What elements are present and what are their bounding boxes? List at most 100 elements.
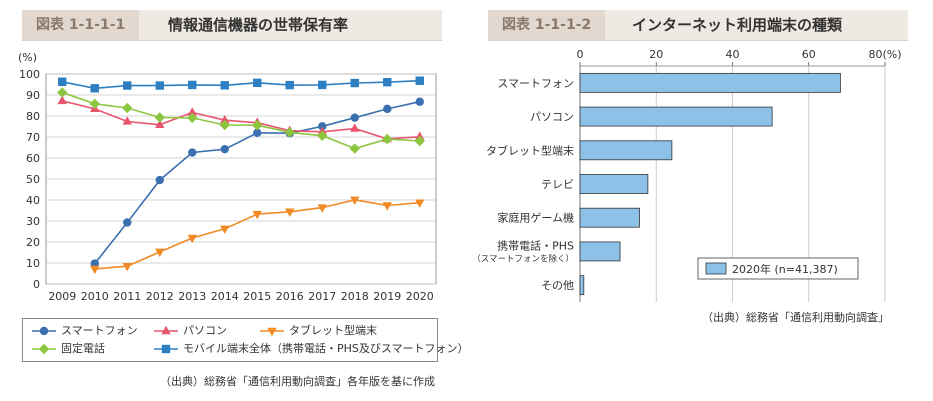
bar-4 bbox=[579, 207, 640, 228]
y-tick-label: 70 bbox=[26, 131, 40, 144]
x-tick-label: 60 bbox=[802, 48, 816, 61]
series-line-1 bbox=[62, 100, 420, 140]
x-tick-label: 2013 bbox=[178, 290, 206, 303]
bar-5 bbox=[579, 241, 621, 262]
data-point-series-2 bbox=[317, 204, 327, 213]
data-point-series-3 bbox=[252, 120, 263, 131]
legend-swatch bbox=[32, 343, 56, 355]
data-point-series-3 bbox=[122, 102, 133, 114]
data-point-series-1 bbox=[220, 115, 230, 124]
right-source-note: （出典）総務省「通信利用動向調査」 bbox=[702, 311, 889, 324]
category-label: タブレット型端末 bbox=[486, 143, 574, 157]
data-point-series-3 bbox=[382, 133, 393, 145]
data-point-series-4 bbox=[318, 80, 327, 90]
bar-1 bbox=[579, 106, 773, 127]
category-label: その他 bbox=[541, 279, 574, 292]
data-point-series-0 bbox=[318, 122, 327, 131]
x-tick-label: 2010 bbox=[81, 290, 109, 303]
data-point-series-3 bbox=[89, 98, 100, 110]
legend-label: 固定電話 bbox=[61, 342, 105, 355]
data-point-series-3 bbox=[219, 119, 230, 131]
bar-0 bbox=[579, 72, 841, 93]
category-sublabel: （スマートフォンを除く） bbox=[472, 253, 574, 264]
data-point-series-2 bbox=[122, 262, 132, 272]
y-tick-label: 80 bbox=[26, 110, 40, 123]
data-point-series-4 bbox=[123, 81, 132, 90]
legend-label: パソコン bbox=[183, 324, 227, 337]
data-point-series-0 bbox=[155, 175, 164, 185]
category-label: パソコン bbox=[530, 111, 574, 124]
x-tick-label: 2012 bbox=[146, 290, 174, 303]
series-line-4 bbox=[62, 79, 420, 90]
x-tick-label: 2009 bbox=[48, 290, 76, 303]
data-point-series-2 bbox=[382, 202, 392, 211]
data-point-series-1 bbox=[187, 107, 197, 116]
left-figure-number: 図表 1-1-1-1 bbox=[22, 10, 140, 40]
legend-marker bbox=[39, 326, 49, 336]
x-tick-label: 2017 bbox=[308, 290, 336, 303]
data-point-series-0 bbox=[220, 144, 229, 154]
y-tick-label: 10 bbox=[26, 257, 40, 270]
data-point-series-1 bbox=[57, 95, 67, 105]
data-point-series-3 bbox=[57, 87, 68, 98]
data-point-series-4 bbox=[415, 76, 424, 85]
data-point-series-4 bbox=[253, 78, 262, 88]
data-point-series-4 bbox=[220, 81, 229, 90]
category-label: スマートフォン bbox=[497, 77, 574, 90]
legend-swatch bbox=[260, 327, 284, 337]
data-point-series-0 bbox=[123, 218, 132, 227]
legend-frame bbox=[697, 257, 859, 280]
data-point-series-3 bbox=[284, 127, 295, 138]
legend-label: タブレット型端末 bbox=[289, 324, 377, 337]
left-panel-header: 図表 1-1-1-1 情報通信機器の世帯保有率 bbox=[22, 10, 442, 41]
data-point-series-3 bbox=[349, 143, 360, 154]
x-tick-label: 2018 bbox=[341, 290, 369, 303]
data-point-series-4 bbox=[58, 77, 67, 86]
x-tick-label: 40 bbox=[726, 48, 740, 61]
data-point-series-2 bbox=[350, 196, 360, 205]
data-point-series-1 bbox=[415, 131, 425, 140]
legend-label: モバイル端末全体（携帯電話・PHS及びスマートフォン） bbox=[183, 342, 469, 355]
legend-label: 2020年 (n=41,387) bbox=[732, 262, 838, 276]
data-point-series-4 bbox=[188, 80, 197, 90]
x-tick-label: 2019 bbox=[373, 290, 401, 303]
y-tick-label: 0 bbox=[33, 278, 40, 291]
data-point-series-2 bbox=[415, 199, 425, 208]
legend-label: スマートフォン bbox=[61, 324, 138, 337]
legend-swatch bbox=[154, 325, 178, 335]
bar-3 bbox=[579, 174, 649, 194]
y-tick-label: 50 bbox=[26, 173, 40, 186]
series-line-3 bbox=[62, 91, 420, 150]
data-point-series-3 bbox=[414, 135, 425, 147]
legend-marker bbox=[161, 325, 171, 335]
y-tick-label: 60 bbox=[26, 152, 40, 165]
bar-2 bbox=[579, 140, 673, 161]
data-point-series-2 bbox=[252, 210, 262, 220]
left-source-note: （出典）総務省「通信利用動向調査」各年版を基に作成 bbox=[160, 375, 435, 388]
data-point-series-0 bbox=[253, 128, 262, 137]
data-point-series-0 bbox=[188, 148, 197, 157]
data-point-series-3 bbox=[154, 112, 165, 123]
legend-marker bbox=[38, 343, 50, 355]
data-point-series-4 bbox=[350, 78, 359, 88]
right-figure-title: インターネット利用端末の種類 bbox=[632, 16, 843, 34]
right-figure-number: 図表 1-1-1-2 bbox=[488, 10, 606, 40]
x-tick-label: 2014 bbox=[211, 290, 239, 303]
bar-6 bbox=[579, 275, 585, 296]
data-point-series-3 bbox=[317, 130, 328, 141]
x-tick-label: 2015 bbox=[243, 290, 271, 303]
data-point-series-4 bbox=[90, 84, 99, 93]
data-point-series-0 bbox=[350, 113, 359, 122]
data-point-series-1 bbox=[155, 119, 165, 129]
bar-chart: 0 20 40 60 80(%) スマートフォンパソコンタブレット型端末テレビ家庭用ゲーム… bbox=[472, 48, 902, 302]
data-point-series-2 bbox=[187, 234, 197, 244]
data-point-series-2 bbox=[285, 208, 295, 217]
left-figure-title: 情報通信機器の世帯保有率 bbox=[168, 16, 349, 34]
y-tick-label: 90 bbox=[26, 89, 40, 102]
data-point-series-0 bbox=[383, 104, 392, 114]
series-line-2 bbox=[94, 198, 420, 270]
legend-marker bbox=[267, 327, 277, 337]
category-label: テレビ bbox=[541, 178, 574, 191]
data-point-series-3 bbox=[187, 112, 198, 124]
legend-swatch bbox=[154, 344, 178, 354]
